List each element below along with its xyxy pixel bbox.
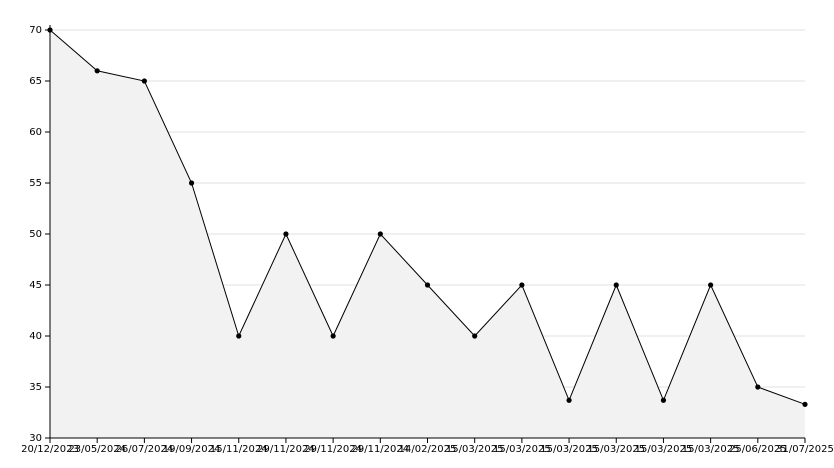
y-tick-label: 45 [29, 280, 42, 291]
point [330, 333, 336, 339]
point [660, 397, 667, 403]
point [613, 282, 619, 288]
point [472, 333, 478, 339]
x-tick-label: 31/07/2025 [776, 444, 834, 455]
y-tick-label: 70 [29, 25, 42, 36]
point [236, 333, 242, 339]
y-tick-label: 35 [29, 382, 42, 393]
y-tick-label: 65 [29, 76, 42, 87]
point [566, 397, 572, 403]
y-tick-label: 50 [29, 229, 42, 240]
point [377, 231, 383, 237]
point [141, 78, 147, 84]
x-tick-label: 19/09/2024 [163, 444, 221, 455]
point [94, 68, 100, 74]
point [424, 282, 431, 288]
x-tick-label: 29/11/2024 [351, 444, 409, 455]
x-tick-label: 25/06/2025 [729, 444, 787, 455]
point [755, 384, 761, 390]
y-tick-label: 40 [29, 331, 42, 342]
x-tick-label: 14/02/2025 [399, 444, 457, 455]
point [708, 282, 714, 288]
point [283, 231, 289, 237]
x-tick-label: 15/03/2025 [635, 444, 693, 455]
y-tick-label: 55 [29, 178, 42, 189]
x-tick-label: 15/03/2025 [587, 444, 645, 455]
x-tick-label: 26/07/2024 [116, 444, 174, 455]
point [802, 401, 808, 407]
x-tick-label: 15/03/2025 [540, 444, 598, 455]
x-tick-label: 15/03/2025 [682, 444, 740, 455]
x-tick-label: 29/11/2024 [257, 444, 315, 455]
x-tick-label: 15/03/2025 [446, 444, 504, 455]
x-tick-label: 20/12/2023 [21, 444, 79, 455]
x-tick-label: 29/11/2024 [304, 444, 362, 455]
point [188, 180, 195, 186]
y-tick-label: 60 [29, 127, 42, 138]
x-tick-label: 15/11/2024 [210, 444, 268, 455]
x-tick-label: 23/05/2024 [68, 444, 126, 455]
point [47, 27, 53, 33]
y-tick-label: 30 [29, 433, 42, 444]
x-tick-label: 15/03/2025 [493, 444, 551, 455]
point [519, 282, 525, 288]
